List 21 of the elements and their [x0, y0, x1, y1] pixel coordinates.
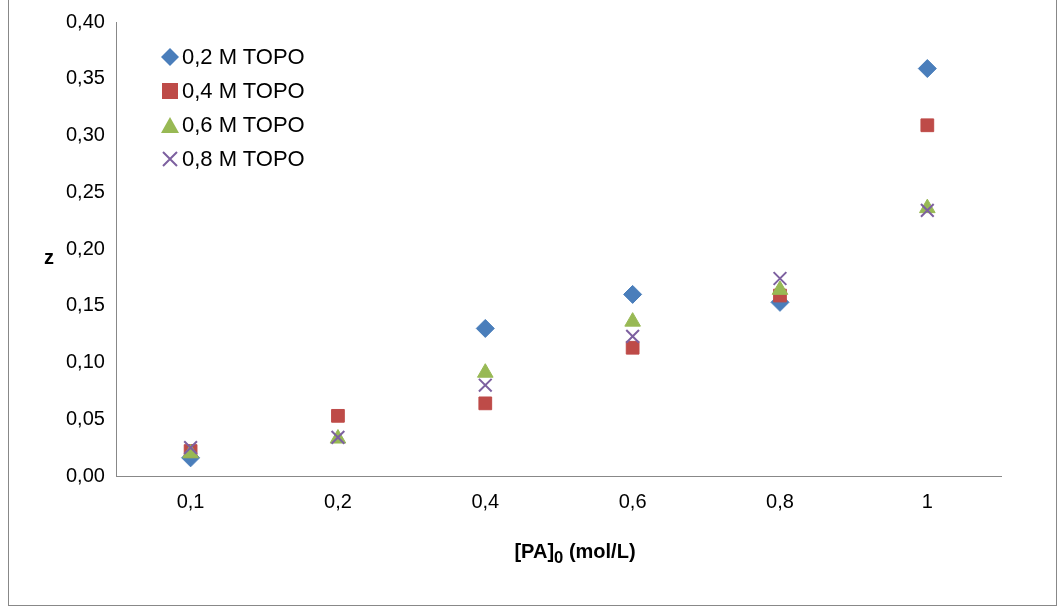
legend-label: 0,6 M TOPO	[182, 112, 305, 138]
y-tick-label: 0,35	[65, 66, 105, 89]
x-axis-title: [PA]$_{0}$ (mol/L)	[513, 540, 637, 568]
x-tick-label: 0,6	[618, 489, 647, 512]
y-tick-label: 0,20	[65, 236, 105, 259]
y-tick-label: 0,10	[65, 350, 105, 373]
y-axis-title: z	[44, 246, 54, 269]
y-tick-label: 0,30	[65, 123, 105, 146]
legend-label: 0,2 M TOPO	[182, 44, 305, 70]
y-tick-label: 0,00	[65, 463, 105, 486]
legend-label: 0,4 M TOPO	[182, 78, 305, 104]
x-tick-label: 0,4	[471, 489, 500, 512]
y-tick-label: 0,05	[65, 406, 105, 429]
y-tick-label: 0,25	[65, 179, 105, 202]
legend-label: 0,8 M TOPO	[182, 146, 305, 172]
x-tick-label: 0,1	[176, 489, 205, 512]
y-tick-label: 0,40	[65, 9, 105, 32]
y-tick-label: 0,15	[65, 293, 105, 316]
x-tick-label: 1	[921, 489, 933, 512]
x-tick-label: 0,2	[324, 489, 352, 512]
x-tick-label: 0,8	[766, 489, 794, 512]
